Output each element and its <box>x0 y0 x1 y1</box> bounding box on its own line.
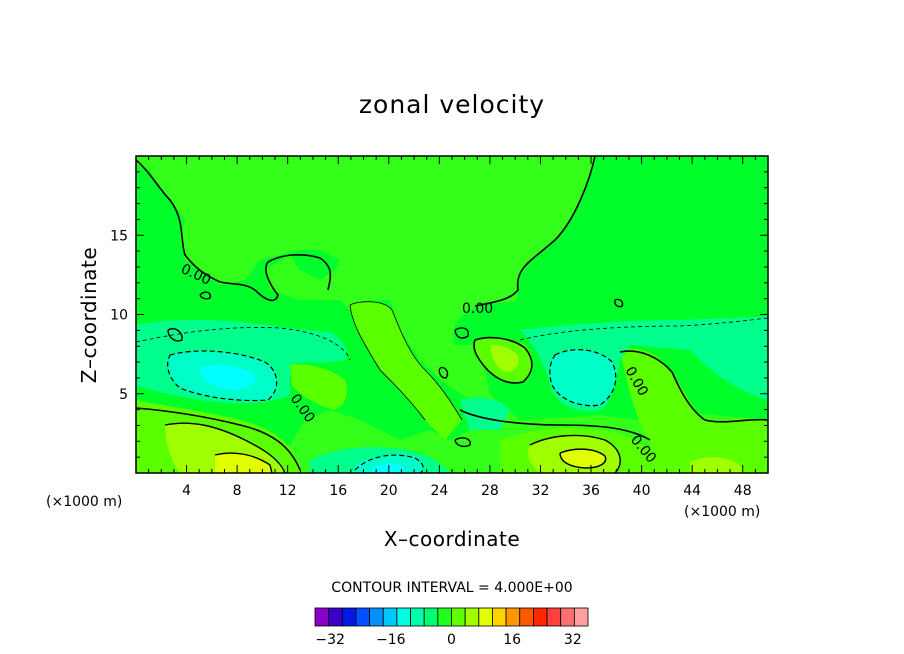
contour-zero-right <box>619 350 768 423</box>
colorbar-tick-label: 0 <box>447 632 456 648</box>
contour-zero-low <box>136 407 651 471</box>
x-tick-label: 36 <box>582 483 600 499</box>
contour-pos4-left <box>164 422 286 473</box>
contour-label: 0.00 <box>462 301 493 317</box>
plot-area <box>136 156 768 473</box>
colorbar-swatch <box>341 607 357 627</box>
x-unit-label-left: (×1000 m) <box>46 494 122 510</box>
colorbar: −32 −16 0 16 32 <box>314 607 589 648</box>
contour-interval-label: CONTOUR INTERVAL = 4.000E+00 <box>331 580 572 596</box>
colorbar-swatch <box>369 607 384 627</box>
field-region-yellow-right <box>560 449 606 468</box>
y-tick-label: 10 <box>110 308 128 324</box>
x-tick-label: 44 <box>683 483 701 499</box>
contour-pos8-right <box>559 448 607 469</box>
x-axis-label: X–coordinate <box>384 527 520 551</box>
y-tick-label: 5 <box>119 387 128 403</box>
x-unit-label-right: (×1000 m) <box>684 504 760 520</box>
field-region-yellow-left <box>215 453 272 473</box>
colorbar-swatch <box>396 607 411 627</box>
field-region-positive <box>136 156 768 473</box>
contour-neg4-right <box>549 349 617 407</box>
contour-neg4-bottom <box>354 454 424 473</box>
colorbar-swatch <box>505 607 521 627</box>
colorbar-swatch <box>437 607 452 627</box>
colorbar-tick-label: −32 <box>315 632 345 648</box>
colorbar-swatch <box>560 607 575 627</box>
contour-zero-blob-4 <box>199 291 212 300</box>
y-tick-label: 15 <box>110 228 128 244</box>
x-tick-label: 40 <box>633 483 651 499</box>
colorbar-tick-label: 16 <box>503 632 521 648</box>
contour-pos4-right <box>529 434 621 473</box>
x-axis: 4 8 12 16 20 24 28 32 36 40 44 48 <box>148 156 756 499</box>
field-region-neg-lower-right <box>460 397 510 430</box>
field-region-cyan-left-core <box>200 364 256 390</box>
colorbar-swatch <box>355 607 371 627</box>
colorbar-swatch <box>382 607 398 627</box>
colorbar-swatch <box>423 607 439 627</box>
colorbar-swatch <box>328 607 343 627</box>
field-region-cyan-right <box>549 349 616 406</box>
x-tick-label: 8 <box>233 483 242 499</box>
colorbar-swatch <box>464 607 480 627</box>
x-tick-label: 32 <box>532 483 550 499</box>
contour-zero-blob-6 <box>454 437 471 448</box>
contour-zero-blob-2 <box>454 327 469 339</box>
field-region-plume <box>350 301 462 440</box>
colorbar-swatch <box>573 607 589 627</box>
x-tick-label: 16 <box>329 483 347 499</box>
contour-pos8-left <box>214 452 273 473</box>
contour-zero-blob-1 <box>438 366 449 379</box>
contour-thin-plume <box>349 301 463 421</box>
contour-zero-mid <box>473 336 533 384</box>
contour-neg2-band <box>136 317 768 361</box>
field-region-yg-far-right <box>690 457 745 473</box>
colorbar-swatch <box>451 607 466 627</box>
x-tick-label: 48 <box>734 483 752 499</box>
colorbar-swatch <box>478 607 493 627</box>
field-region-mid-yg <box>490 345 519 372</box>
x-tick-label: 28 <box>481 483 499 499</box>
y-axis: 5 10 15 <box>110 171 768 458</box>
x-tick-label: 12 <box>279 483 297 499</box>
field-region-left-mid <box>290 364 347 410</box>
x-tick-label: 24 <box>430 483 448 499</box>
colorbar-swatch <box>533 607 548 627</box>
contour-zero-blob-3 <box>614 298 624 308</box>
colorbar-swatch <box>410 607 425 627</box>
colorbar-swatch <box>519 607 534 627</box>
x-tick-label: 4 <box>182 483 191 499</box>
colorbar-tick-label: 32 <box>564 632 582 648</box>
contour-lines <box>136 156 768 473</box>
colorbar-tick-label: −16 <box>376 632 406 648</box>
colorbar-swatch <box>314 607 330 627</box>
x-tick-label: 20 <box>380 483 398 499</box>
chart-title: zonal velocity <box>359 90 545 119</box>
colorbar-swatch <box>492 607 507 627</box>
y-axis-label: Z–coordinate <box>77 247 101 383</box>
colorbar-swatch <box>546 607 562 627</box>
contour-neg4-left <box>167 350 278 402</box>
contour-zero-main <box>136 156 596 307</box>
contour-zero-blob-5 <box>167 328 183 342</box>
